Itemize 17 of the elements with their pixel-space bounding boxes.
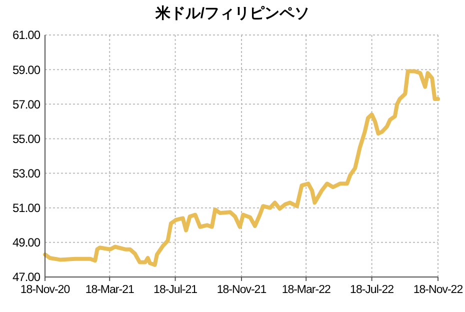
y-tick-label: 49.00 [12,236,41,250]
y-tick-label: 51.00 [12,201,41,216]
x-tick-label: 18-Mar-22 [282,284,330,296]
x-tick-label: 18-Nov-22 [413,284,463,296]
y-tick-label: 53.00 [12,166,41,180]
x-tick-label: 18-Nov-21 [216,284,266,296]
y-tick-label: 61.00 [12,28,41,42]
y-tick-label: 47.00 [12,270,41,284]
line-series [43,69,440,267]
x-tick-label: 18-Jul-21 [154,284,198,296]
y-tick-label: 57.00 [12,97,41,112]
x-tick-label: 18-Nov-20 [20,284,70,296]
chart-title: 米ドル/フィリピンペソ [154,5,310,22]
x-tick-label: 18-Jul-22 [350,284,394,296]
y-tick-label: 59.00 [12,62,41,77]
x-tick-label: 18-Mar-21 [85,284,134,296]
y-tick-label: 55.00 [12,132,41,146]
